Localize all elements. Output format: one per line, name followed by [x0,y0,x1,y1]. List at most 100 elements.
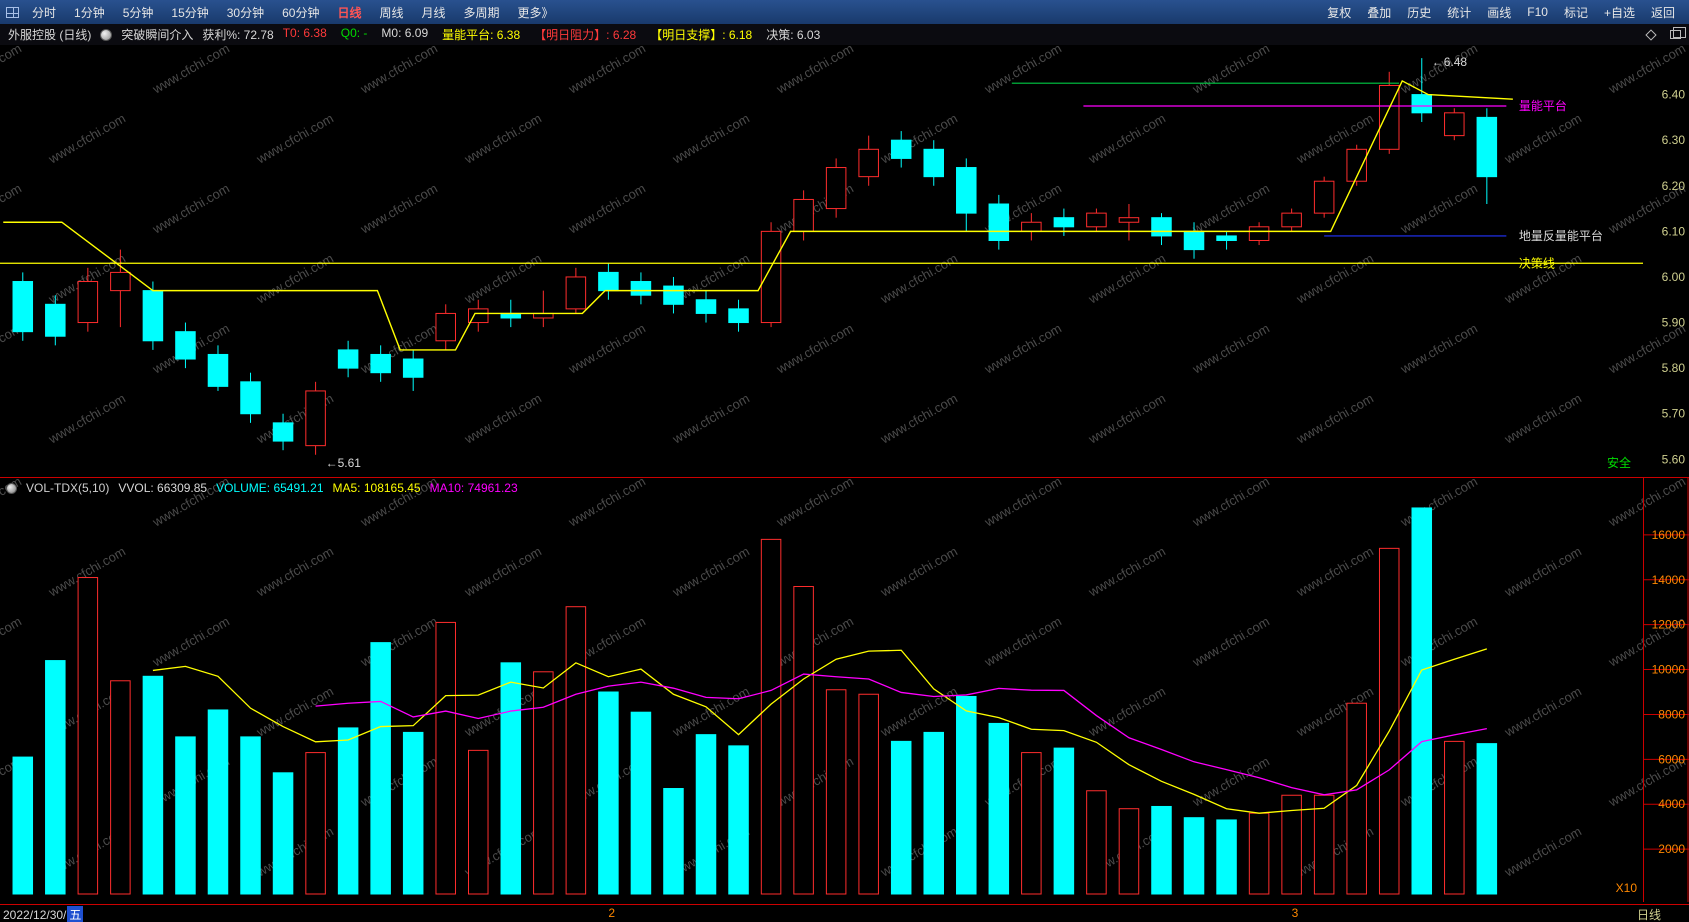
candlestick-chart-pane[interactable]: www.cfchi.com www.cfchi.com www.cfchi.com w… [0,45,1689,477]
volume-bar-30 [988,722,1010,895]
candle-26 [858,148,879,178]
candle-2 [77,281,99,324]
period-tab-6[interactable]: 日线 [337,5,362,20]
volume-unit-label: X10 [1616,881,1638,895]
period-tab-0[interactable]: 分时 [32,5,57,20]
volume-bar-0 [12,756,34,895]
volume-axis-label: 14000 [1652,573,1686,587]
volume-chart-pane[interactable]: www.cfchi.com www.cfchi.com www.cfchi.com w… [0,477,1689,905]
period-tab-7[interactable]: 周线 [379,5,404,20]
volume-axis-label: 2000 [1658,842,1685,856]
volume-bar-38 [1248,812,1270,895]
stock-info-bar: 外服控股 (日线) 突破瞬间介入 获利%: 72.78 T0: 6.38 Q0: … [0,24,1689,45]
volume-bar-32 [1053,747,1075,895]
volume-bar-29 [956,695,977,895]
candle-4 [142,290,164,342]
candle-20 [663,285,684,305]
candle-25 [825,167,847,210]
period-tabs: 分时 1分钟 5分钟 15分钟 30分钟 60分钟 日线 周线 月线 多周期 更多》 [23,4,563,21]
high-price-annotation: ←6.48 [1432,55,1468,69]
status-bar: 2022/12/30/五 日线 2 3 [0,905,1689,922]
candle-33 [1086,212,1107,228]
toolbar-button-5[interactable]: F10 [1527,5,1548,19]
volume-bar-8 [272,772,294,895]
toolbar-button-2[interactable]: 历史 [1407,5,1432,20]
candle-13 [435,312,456,342]
period-tab-3[interactable]: 15分钟 [171,5,209,20]
candle-30 [988,203,1010,241]
volume-bar-22 [728,745,749,895]
price-axis-label: 5.80 [1662,361,1686,375]
period-tab-1[interactable]: 1分钟 [74,5,105,20]
volume-bar-36 [1183,817,1205,895]
volume-bar-12 [402,731,424,895]
period-tab-2[interactable]: 5分钟 [122,5,154,20]
signal-name: 突破瞬间介入 [121,28,194,42]
period-tab-10[interactable]: 更多》 [517,5,554,20]
period-tab-8[interactable]: 月线 [421,5,446,20]
candle-9 [305,390,326,447]
volume-bar-44 [1444,740,1465,895]
toolbar-button-8[interactable]: 返回 [1650,5,1675,20]
profit-percent-label: 获利%: 72.78 [202,28,274,42]
candle-7 [240,381,261,415]
month-marker-3: 3 [1291,906,1299,920]
volume-bar-16 [533,671,554,895]
volume-bar-18 [598,691,619,895]
volume-bar-41 [1346,702,1367,895]
volume-axis-label: 16000 [1652,528,1686,542]
candle-35 [1151,217,1172,237]
candle-14 [467,308,489,324]
period-toolbar: 分时 1分钟 5分钟 15分钟 30分钟 60分钟 日线 周线 月线 多周期 更多》 复权 叠加 历史统… [0,0,1689,24]
window-restore-icon[interactable] [1670,27,1686,39]
volume-bar-42 [1378,547,1400,895]
candle-27 [890,139,912,159]
candle-28 [923,148,945,178]
volume-bar-14 [467,749,489,895]
toolbar-button-7[interactable]: +自选 [1603,5,1635,20]
vol-field-2: MA5: 108165.45 [332,481,421,495]
candle-36 [1183,230,1205,251]
toolbar-button-0[interactable]: 复权 [1327,5,1352,20]
signal-icon [100,28,113,41]
candle-31 [1021,221,1042,232]
diamond-icon[interactable] [1645,28,1657,41]
volume-bar-15 [500,662,522,895]
candle-43 [1411,94,1433,114]
price-axis-label: 6.40 [1662,88,1686,102]
app-menu-icon[interactable] [6,6,19,18]
safety-label: 安全 [1607,455,1631,470]
toolbar-button-3[interactable]: 统计 [1447,5,1472,20]
candle-24 [793,198,814,232]
price-axis-label: 6.30 [1662,133,1686,147]
low-volume-platform-label: 地量反量能平台 [1519,228,1603,243]
candle-18 [598,271,619,292]
volume-bar-31 [1021,752,1042,895]
period-tab-5[interactable]: 60分钟 [282,5,320,20]
candle-22 [728,308,749,324]
month-marker-2: 2 [608,906,616,920]
indicator-fields: T0: 6.38 Q0: - M0: 6.09 量能平台: 6.38 【明日阻力】: 6… [283,26,821,43]
volume-bar-35 [1151,805,1172,895]
toolbar-button-6[interactable]: 标记 [1563,5,1588,20]
toolbar-button-1[interactable]: 叠加 [1367,5,1392,20]
volume-ma10-line [315,673,1487,796]
period-tab-4[interactable]: 30分钟 [226,5,265,20]
volume-bar-19 [630,711,652,895]
candle-42 [1378,84,1400,150]
info-field-3: 量能平台: 6.38 [442,28,521,42]
volume-bar-28 [923,731,945,895]
volume-bar-34 [1118,808,1140,895]
volume-bar-5 [175,736,196,895]
date-text: 2022/12/30/ [3,907,67,922]
toolbar-button-4[interactable]: 画线 [1487,5,1512,20]
volume-chart[interactable]: 16000 14000 12000 10000 8000 6000 4000 2000 X10 [0,478,1689,902]
volume-axis-label: 6000 [1658,752,1685,766]
period-tab-9[interactable]: 多周期 [463,5,500,20]
candle-12 [402,358,424,378]
volume-bar-25 [825,689,847,895]
candle-21 [695,299,717,314]
indicator-icon [6,482,17,494]
